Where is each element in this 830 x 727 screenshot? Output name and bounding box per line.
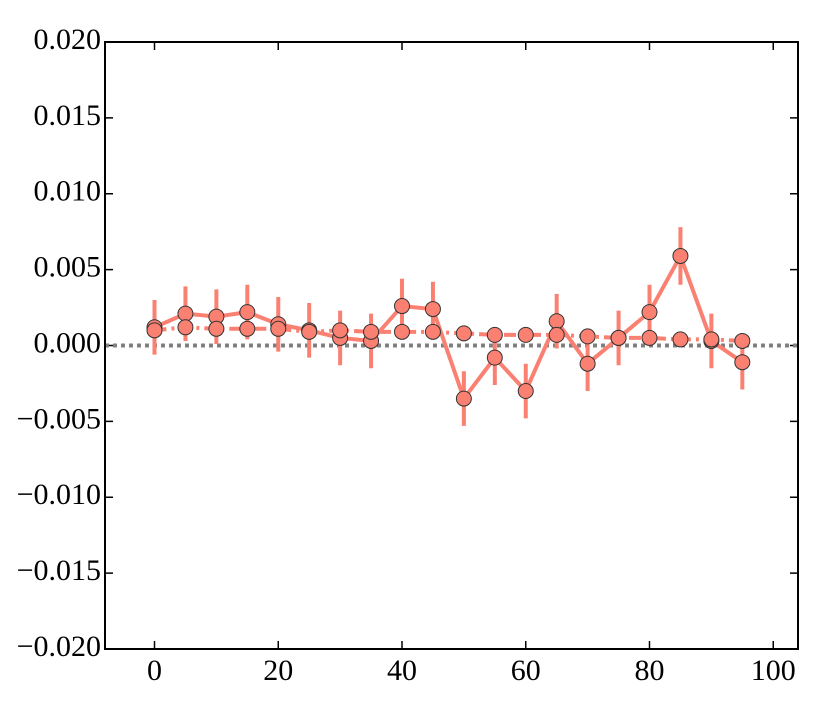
y-tick-label: −0.005 (17, 402, 101, 435)
marker (424, 323, 441, 340)
marker (146, 322, 163, 339)
y-tick-label: 0.000 (34, 326, 102, 359)
marker (517, 383, 534, 400)
marker (332, 322, 349, 339)
x-tick-label: 40 (387, 654, 417, 687)
y-tick-label: −0.015 (17, 554, 101, 587)
marker (548, 313, 565, 330)
marker (734, 332, 751, 349)
marker (394, 298, 410, 315)
y-tick-label: −0.020 (17, 630, 101, 663)
marker (579, 355, 596, 372)
marker (548, 326, 565, 343)
marker (208, 320, 225, 337)
x-tick-label: 60 (511, 654, 541, 687)
y-tick-label: 0.020 (34, 23, 102, 56)
marker (239, 320, 256, 337)
x-tick-label: 0 (147, 654, 162, 687)
marker (734, 354, 751, 371)
marker (363, 323, 380, 340)
marker (517, 326, 534, 343)
x-tick-label: 20 (263, 654, 293, 687)
marker (672, 331, 689, 348)
y-tick-label: 0.010 (34, 175, 102, 208)
marker (394, 323, 410, 340)
x-tick-label: 80 (635, 654, 665, 687)
y-tick-label: −0.010 (17, 478, 101, 511)
marker (641, 329, 658, 346)
y-tick-label: 0.015 (34, 99, 102, 132)
y-tick-label: 0.005 (34, 251, 102, 284)
marker (270, 320, 287, 337)
marker (424, 301, 441, 318)
x-tick-label: 100 (751, 654, 796, 687)
series-line (154, 325, 743, 343)
marker (672, 247, 689, 264)
marker (177, 319, 194, 336)
marker (486, 349, 503, 366)
marker (641, 304, 658, 321)
marker (610, 329, 627, 346)
marker (455, 325, 472, 342)
marker (486, 326, 503, 343)
marker (301, 323, 318, 340)
marker (579, 328, 596, 345)
marker (239, 304, 256, 321)
marker (177, 305, 194, 322)
marker (703, 331, 720, 348)
marker (455, 390, 472, 407)
plot-frame (104, 41, 799, 650)
